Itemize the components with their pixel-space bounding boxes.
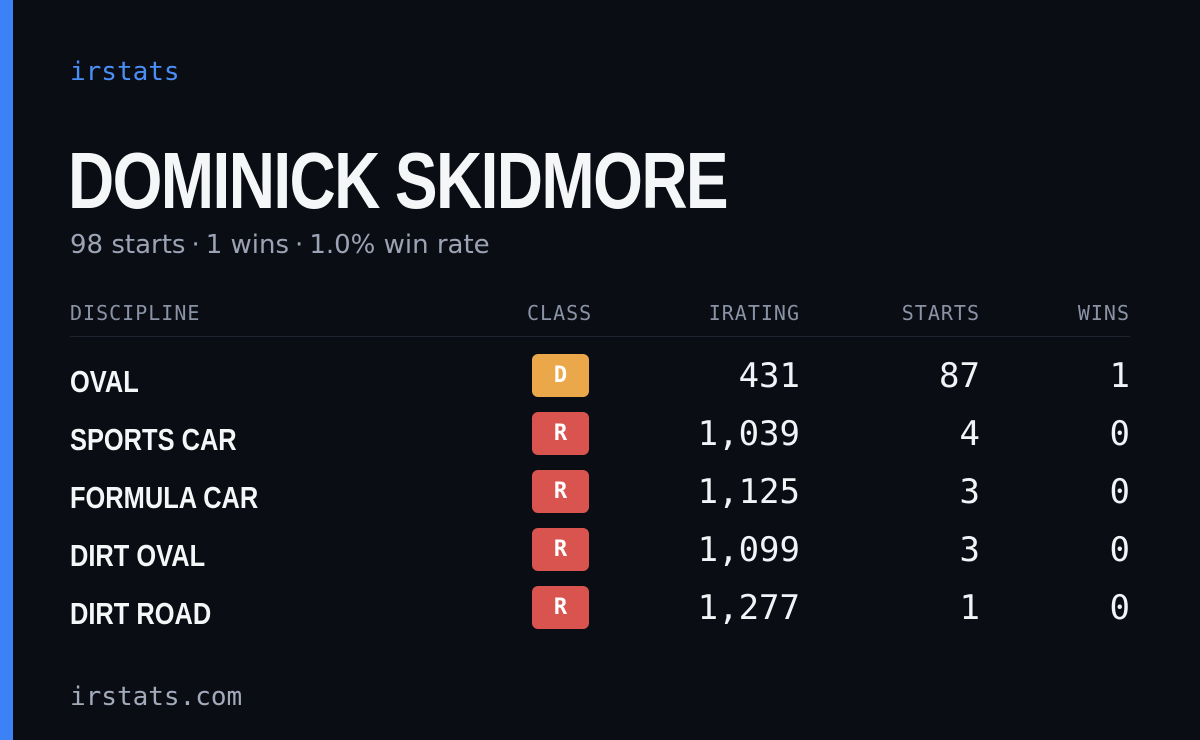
wins-value: 0	[1109, 588, 1130, 628]
win-rate-summary: 1.0% win rate	[309, 230, 490, 260]
irating-value: 1,125	[697, 472, 800, 512]
starts-value: 87	[939, 356, 980, 396]
discipline-name: DIRT ROAD	[70, 596, 212, 631]
table-row: DIRT ROAD R 1,277 1 0	[70, 586, 1130, 644]
player-summary: 98 starts · 1 wins · 1.0% win rate	[70, 227, 490, 263]
column-header-irating: IRATING	[708, 301, 800, 325]
column-header-wins: WINS	[1077, 301, 1130, 325]
class-badge: R	[532, 586, 589, 629]
column-header-discipline: DISCIPLINE	[70, 301, 201, 325]
table-row: OVAL D 431 87 1	[70, 354, 1130, 412]
class-badge: R	[532, 470, 589, 513]
starts-value: 4	[959, 414, 980, 454]
starts-value: 3	[959, 530, 980, 570]
class-badge: D	[532, 354, 589, 397]
class-badge: R	[532, 412, 589, 455]
table-header: DISCIPLINE CLASS IRATING STARTS WINS	[70, 300, 1130, 337]
column-header-starts: STARTS	[901, 301, 980, 325]
discipline-name: OVAL	[70, 364, 139, 399]
irating-value: 1,099	[697, 530, 800, 570]
starts-value: 3	[959, 472, 980, 512]
wins-value: 0	[1109, 530, 1130, 570]
irating-value: 431	[738, 356, 800, 396]
table-row: DIRT OVAL R 1,099 3 0	[70, 528, 1130, 586]
footer-url[interactable]: irstats.com	[70, 682, 243, 712]
summary-separator: ·	[295, 230, 304, 260]
wins-value: 0	[1109, 472, 1130, 512]
column-header-class: CLASS	[527, 301, 593, 325]
discipline-name: FORMULA CAR	[70, 480, 259, 515]
starts-value: 1	[959, 588, 980, 628]
class-badge: R	[532, 528, 589, 571]
brand-logo: irstats	[70, 57, 180, 87]
discipline-name: SPORTS CAR	[70, 422, 237, 457]
wins-value: 1	[1109, 356, 1130, 396]
irating-value: 1,277	[697, 588, 800, 628]
starts-summary: 98 starts	[70, 230, 186, 260]
table-row: FORMULA CAR R 1,125 3 0	[70, 470, 1130, 528]
irating-value: 1,039	[697, 414, 800, 454]
wins-value: 0	[1109, 414, 1130, 454]
table-row: SPORTS CAR R 1,039 4 0	[70, 412, 1130, 470]
discipline-name: DIRT OVAL	[70, 538, 206, 573]
player-name: DOMINICK SKIDMORE	[68, 136, 729, 225]
summary-separator: ·	[191, 230, 200, 260]
accent-bar	[0, 0, 13, 740]
wins-summary: 1 wins	[205, 230, 290, 260]
